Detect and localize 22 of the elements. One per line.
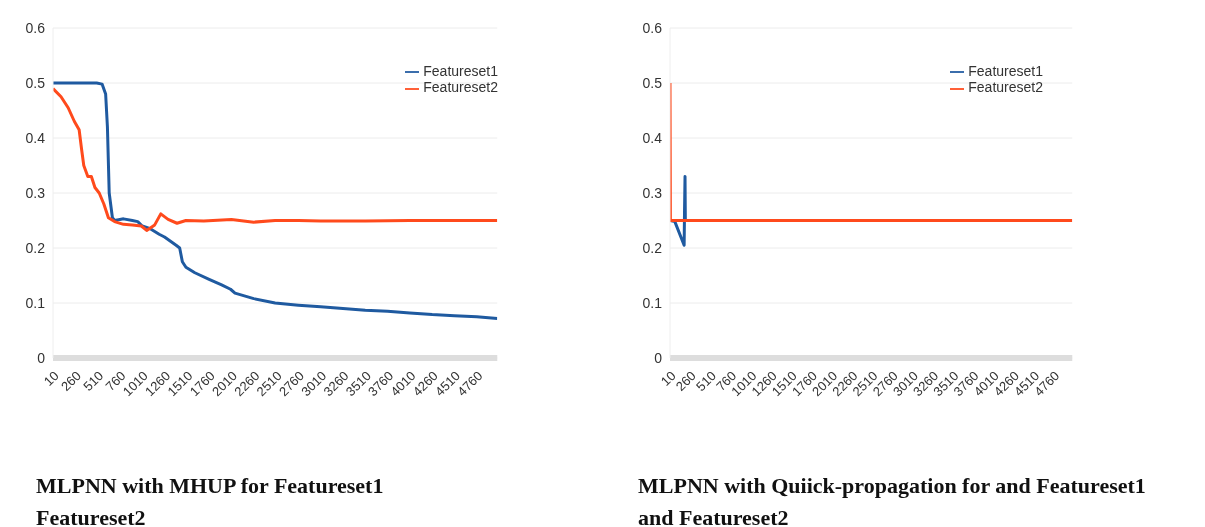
legend-label: Featureset2	[968, 79, 1043, 96]
y-tick-label: 0.2	[25, 239, 46, 256]
y-tick-label: 0.1	[25, 294, 46, 311]
y-tick-label: 0.4	[25, 129, 46, 146]
line-series	[53, 81, 498, 320]
legend-label: Featureset2	[423, 79, 498, 96]
y-tick-label: 0.6	[642, 19, 663, 36]
y-tick-label: 0.1	[642, 294, 663, 311]
y-tick-label: 0.5	[642, 74, 663, 91]
y-tick-label: 0.5	[25, 74, 46, 91]
y-tick-label: 0.4	[642, 129, 663, 146]
y-tick-label: 0.3	[642, 184, 663, 201]
text: MLPNN with Quiick-propagation for and Featureset1 and Featureset2	[638, 472, 1147, 527]
y-tick-label: 0	[37, 349, 46, 366]
line-series	[670, 175, 687, 247]
y-tick-label: 0.3	[25, 184, 46, 201]
y-tick-label: 0	[654, 349, 663, 366]
y-tick-label: 0.2	[642, 239, 663, 256]
legend-label: Featureset1	[423, 63, 498, 79]
y-tick-label: 0.6	[25, 19, 46, 36]
legend-label: Featureset1	[968, 63, 1043, 79]
text: MLPNN with MHUP for Featureset1 Featureset2	[36, 472, 385, 527]
